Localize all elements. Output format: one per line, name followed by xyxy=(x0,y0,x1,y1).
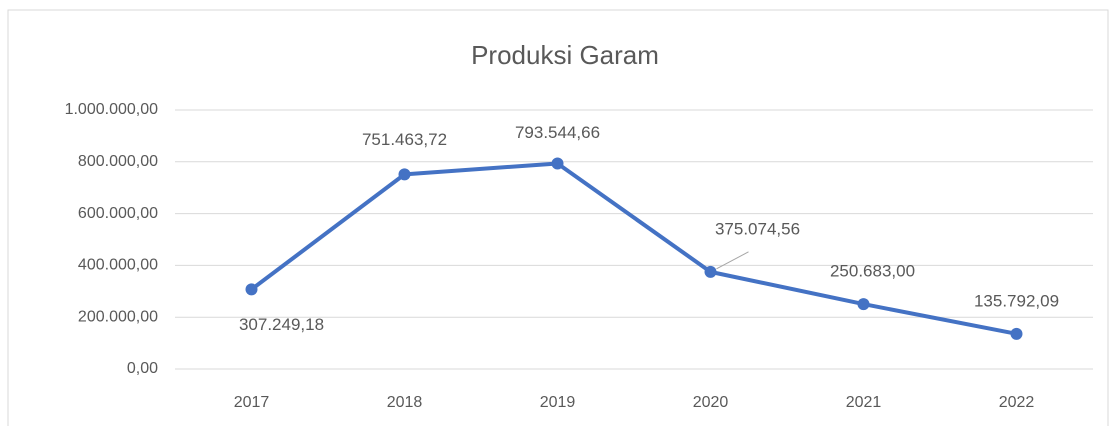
x-tick-label: 2018 xyxy=(387,394,423,411)
x-tick-label: 2019 xyxy=(540,394,576,411)
data-label: 793.544,66 xyxy=(515,123,600,142)
y-tick-label: 400.000,00 xyxy=(78,257,158,274)
y-tick-label: 800.000,00 xyxy=(78,153,158,170)
chart-title: Produksi Garam xyxy=(471,40,659,70)
x-tick-label: 2017 xyxy=(234,394,270,411)
y-tick-label: 600.000,00 xyxy=(78,205,158,222)
data-label: 250.683,00 xyxy=(830,262,915,281)
x-tick-label: 2020 xyxy=(693,394,729,411)
data-label: 307.249,18 xyxy=(239,315,324,334)
x-tick-label: 2022 xyxy=(999,394,1035,411)
line xyxy=(250,161,1017,336)
y-tick-label: 1.000.000,00 xyxy=(65,101,159,118)
y-tick-label: 0,00 xyxy=(127,360,158,377)
x-tick-label: 2021 xyxy=(846,394,882,411)
leader-line xyxy=(716,251,749,270)
point xyxy=(245,283,258,296)
data-label: 135.792,09 xyxy=(974,291,1059,310)
point xyxy=(1010,327,1023,340)
point xyxy=(704,265,717,278)
chart-frame xyxy=(7,9,1109,426)
point xyxy=(551,157,564,170)
data-label: 375.074,56 xyxy=(715,219,800,238)
data-label: 751.463,72 xyxy=(362,130,447,149)
point xyxy=(398,168,411,181)
y-tick-label: 200.000,00 xyxy=(78,308,158,325)
point xyxy=(857,298,870,311)
